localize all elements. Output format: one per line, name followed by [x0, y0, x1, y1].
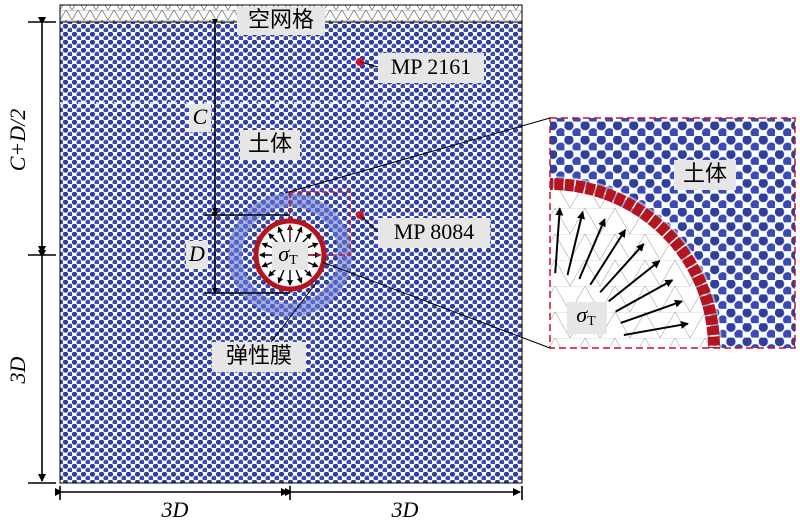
- label-box: [674, 160, 736, 190]
- stress-subscript: T: [289, 253, 298, 268]
- c-label: C: [193, 104, 208, 129]
- dimension-label: 3D: [5, 356, 30, 384]
- dimension-label: C+D/2: [5, 109, 30, 172]
- stress-arrow: [623, 320, 689, 336]
- label-box: [378, 53, 484, 83]
- monitor-label: MP 8084: [394, 219, 474, 244]
- inset: [550, 118, 795, 348]
- stress-arrow: [277, 226, 287, 245]
- label-box: [189, 104, 211, 132]
- stress-arrow: [566, 210, 585, 276]
- label-box: [567, 302, 607, 334]
- stress-arrow: [615, 279, 674, 313]
- leader: [264, 281, 318, 351]
- label-box: [272, 242, 308, 270]
- stress-arrow: [589, 229, 627, 286]
- stress-arrow: [620, 299, 683, 324]
- stress-arrow: [599, 243, 645, 293]
- stress-subscript: T: [587, 314, 596, 329]
- zoom-line: [321, 261, 551, 349]
- stress-arrow: [554, 207, 564, 274]
- inset-arrows: [554, 207, 689, 336]
- stress-symbol: σ: [278, 241, 290, 266]
- stress-label: σT: [278, 241, 298, 268]
- stress-arrow: [293, 226, 303, 245]
- stress-arrow: [578, 218, 606, 280]
- stress-arrow: [608, 260, 661, 303]
- zoom-box: [289, 191, 351, 256]
- label-box: [240, 130, 300, 160]
- inset-border: [549, 117, 796, 349]
- dimension-label: 3D: [161, 497, 189, 522]
- d-label: D: [188, 241, 205, 266]
- membrane-label: 弹性膜: [226, 343, 292, 368]
- stress-symbol: σ: [576, 302, 588, 327]
- label-box: [186, 241, 208, 269]
- zoom-line: [284, 117, 551, 194]
- empty-mesh-label: 空网格: [248, 7, 314, 32]
- dimension-label: 3D: [391, 497, 419, 522]
- inset-soil-label: 土体: [683, 161, 727, 186]
- monitor-label: MP 2161: [391, 54, 471, 79]
- leader: [359, 61, 379, 68]
- inset-stress-label: σT: [576, 302, 596, 329]
- label-box: [212, 342, 306, 372]
- soil-label: 土体: [248, 131, 292, 156]
- label-box: [378, 218, 490, 248]
- leader: [359, 214, 379, 233]
- label-box: [237, 7, 325, 35]
